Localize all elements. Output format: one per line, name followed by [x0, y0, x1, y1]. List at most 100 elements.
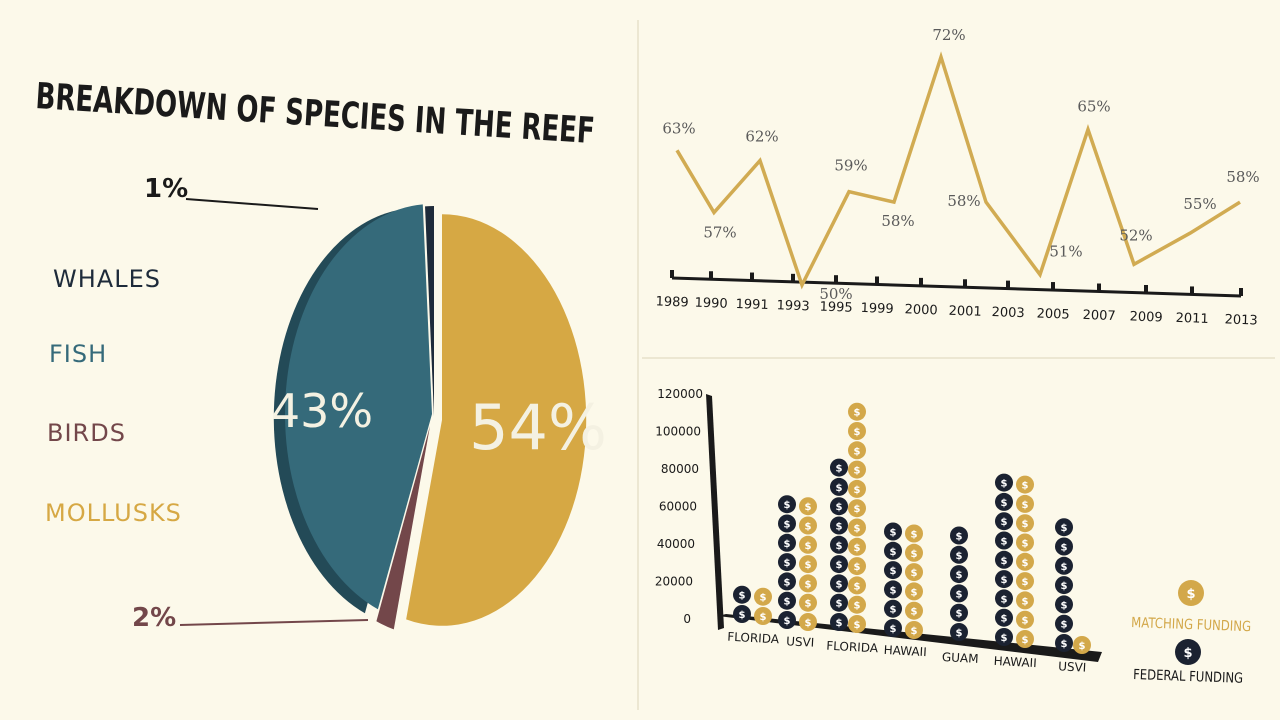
- federal-funding-coin-symbol: $: [1001, 537, 1008, 548]
- matching-funding-coin-symbol: $: [760, 593, 767, 604]
- pie-chart-title: BREAKDOWN OF SPECIES IN THE REEF: [34, 76, 595, 152]
- federal-funding-coin: [778, 553, 796, 572]
- line-chart-data-labels: 63% 57% 62% 50% 59% 58% 72% 58% 51% 65% 52% 55% 58%: [662, 26, 1259, 303]
- federal-funding-coin-symbol: $: [784, 577, 791, 588]
- federal-funding-coin-symbol: $: [836, 541, 843, 552]
- line-x-tick: [1190, 286, 1194, 295]
- matching-funding-coin: [848, 518, 866, 537]
- line-data-label: 58%: [881, 212, 914, 230]
- line-data-label: 65%: [1077, 98, 1110, 116]
- matching-funding-coin-symbol: $: [805, 502, 812, 513]
- line-x-tick: [1006, 280, 1010, 289]
- federal-funding-coin: [995, 473, 1013, 492]
- line-x-tick-label: 2001: [948, 304, 982, 320]
- matching-funding-coin-symbol: $: [911, 530, 918, 541]
- matching-funding-coin-symbol: $: [854, 504, 861, 515]
- federal-funding-coin: [733, 585, 751, 604]
- federal-funding-coin-symbol: $: [784, 539, 791, 550]
- matching-funding-coin: [905, 543, 923, 562]
- matching-funding-coin: [905, 524, 923, 543]
- line-data-label: 63%: [662, 119, 695, 137]
- matching-funding-coin: [1016, 475, 1034, 494]
- line-x-tick-label: 2005: [1036, 306, 1070, 322]
- federal-funding-coin: [778, 591, 796, 610]
- federal-funding-coin-symbol: $: [836, 618, 843, 629]
- federal-funding-coin-symbol: $: [1061, 581, 1068, 592]
- federal-funding-coin: [995, 512, 1013, 531]
- matching-funding-coin-symbol: $: [1022, 500, 1029, 511]
- matching-funding-legend-coin: [1178, 580, 1204, 606]
- funding-x-tick-label: FLORIDA: [826, 639, 879, 656]
- matching-funding-coin: [848, 422, 866, 440]
- federal-funding-coin: [1055, 556, 1073, 575]
- matching-funding-legend-coin-symbol: $: [1186, 587, 1195, 602]
- federal-funding-coin-symbol: $: [1001, 517, 1008, 528]
- federal-funding-coin-symbol: $: [1001, 498, 1008, 509]
- matching-funding-coin: [848, 537, 866, 556]
- matching-funding-coin-symbol: $: [1022, 539, 1029, 550]
- matching-funding-coin: [848, 595, 866, 614]
- federal-funding-coin-symbol: $: [1001, 575, 1008, 586]
- line-chart-x-axis: [671, 276, 1242, 298]
- matching-funding-coin-symbol: $: [805, 560, 812, 571]
- matching-funding-coin-symbol: $: [854, 485, 861, 496]
- matching-funding-coin: [848, 479, 866, 498]
- matching-funding-coin: [1016, 630, 1034, 648]
- federal-funding-coin: [830, 613, 848, 631]
- federal-funding-coin-symbol: $: [956, 628, 963, 639]
- matching-funding-coin: [848, 576, 866, 595]
- federal-funding-legend-coin-symbol: $: [1183, 646, 1192, 661]
- matching-funding-coin-symbol: $: [854, 446, 861, 457]
- federal-funding-coin: [830, 574, 848, 593]
- funding-chart-y-tick-labels: 120000 100000 80000 60000 40000 20000 0: [655, 387, 703, 626]
- whales-leader-line: [185, 198, 319, 210]
- federal-funding-coin: [950, 526, 968, 545]
- birds-leader-line: [179, 619, 369, 626]
- federal-funding-coin: [830, 497, 848, 516]
- matching-funding-coin: [905, 563, 923, 582]
- matching-funding-coin: [799, 497, 817, 516]
- matching-funding-coin: [1016, 591, 1034, 610]
- federal-funding-coin-symbol: $: [956, 570, 963, 581]
- matching-funding-coin: [799, 574, 817, 593]
- federal-funding-coin-symbol: $: [836, 579, 843, 590]
- federal-funding-coin-symbol: $: [956, 551, 963, 562]
- federal-funding-coin-symbol: $: [784, 616, 791, 627]
- matching-funding-coin: [1016, 610, 1034, 629]
- federal-funding-coin: [884, 580, 902, 599]
- line-chart-ticks: [670, 270, 1243, 296]
- matching-funding-coin: [848, 499, 866, 518]
- line-x-tick: [1051, 282, 1055, 291]
- matching-funding-coin: [799, 613, 817, 631]
- line-x-tick-label: 2013: [1224, 312, 1258, 328]
- federal-funding-coin: [884, 599, 902, 618]
- funding-y-tick-label: 100000: [655, 425, 701, 439]
- matching-funding-coin: [1016, 494, 1034, 513]
- matching-funding-coin: [754, 607, 772, 625]
- federal-funding-coin-symbol: $: [1001, 614, 1008, 625]
- federal-funding-coin-symbol: $: [1001, 633, 1008, 644]
- federal-funding-coin-symbol: $: [890, 585, 897, 596]
- funding-y-tick-label: 120000: [657, 387, 703, 401]
- federal-funding-coin: [1055, 595, 1073, 614]
- matching-funding-coin: [848, 460, 866, 479]
- matching-funding-coin: [1016, 514, 1034, 533]
- matching-funding-coin-symbol: $: [805, 618, 812, 629]
- matching-funding-coin-symbol: $: [805, 579, 812, 590]
- funding-y-tick-label: 40000: [657, 537, 695, 551]
- line-data-label: 50%: [819, 285, 852, 303]
- federal-funding-coin: [1055, 518, 1073, 537]
- federal-funding-coin-symbol: $: [1061, 600, 1068, 611]
- matching-funding-coin: [1016, 533, 1034, 552]
- funding-chart-coins: $ $ $ $ $ $ $ $ $ $ $ $ $ $ $ $ $ $ $ $ $ $ $ $ $ $ $ $ $ $ $ $ $ $ $ $ $ $ $ $…: [733, 402, 1091, 654]
- federal-funding-coin-symbol: $: [1001, 479, 1008, 490]
- matching-funding-coin-symbol: $: [854, 601, 861, 612]
- line-x-tick: [834, 275, 838, 284]
- federal-funding-coin: [884, 522, 902, 541]
- federal-funding-coin-symbol: $: [836, 483, 843, 494]
- federal-funding-coin: [830, 516, 848, 535]
- federal-funding-coin: [950, 545, 968, 564]
- funding-x-tick-label: FLORIDA: [727, 630, 780, 647]
- line-data-label: 55%: [1183, 195, 1216, 213]
